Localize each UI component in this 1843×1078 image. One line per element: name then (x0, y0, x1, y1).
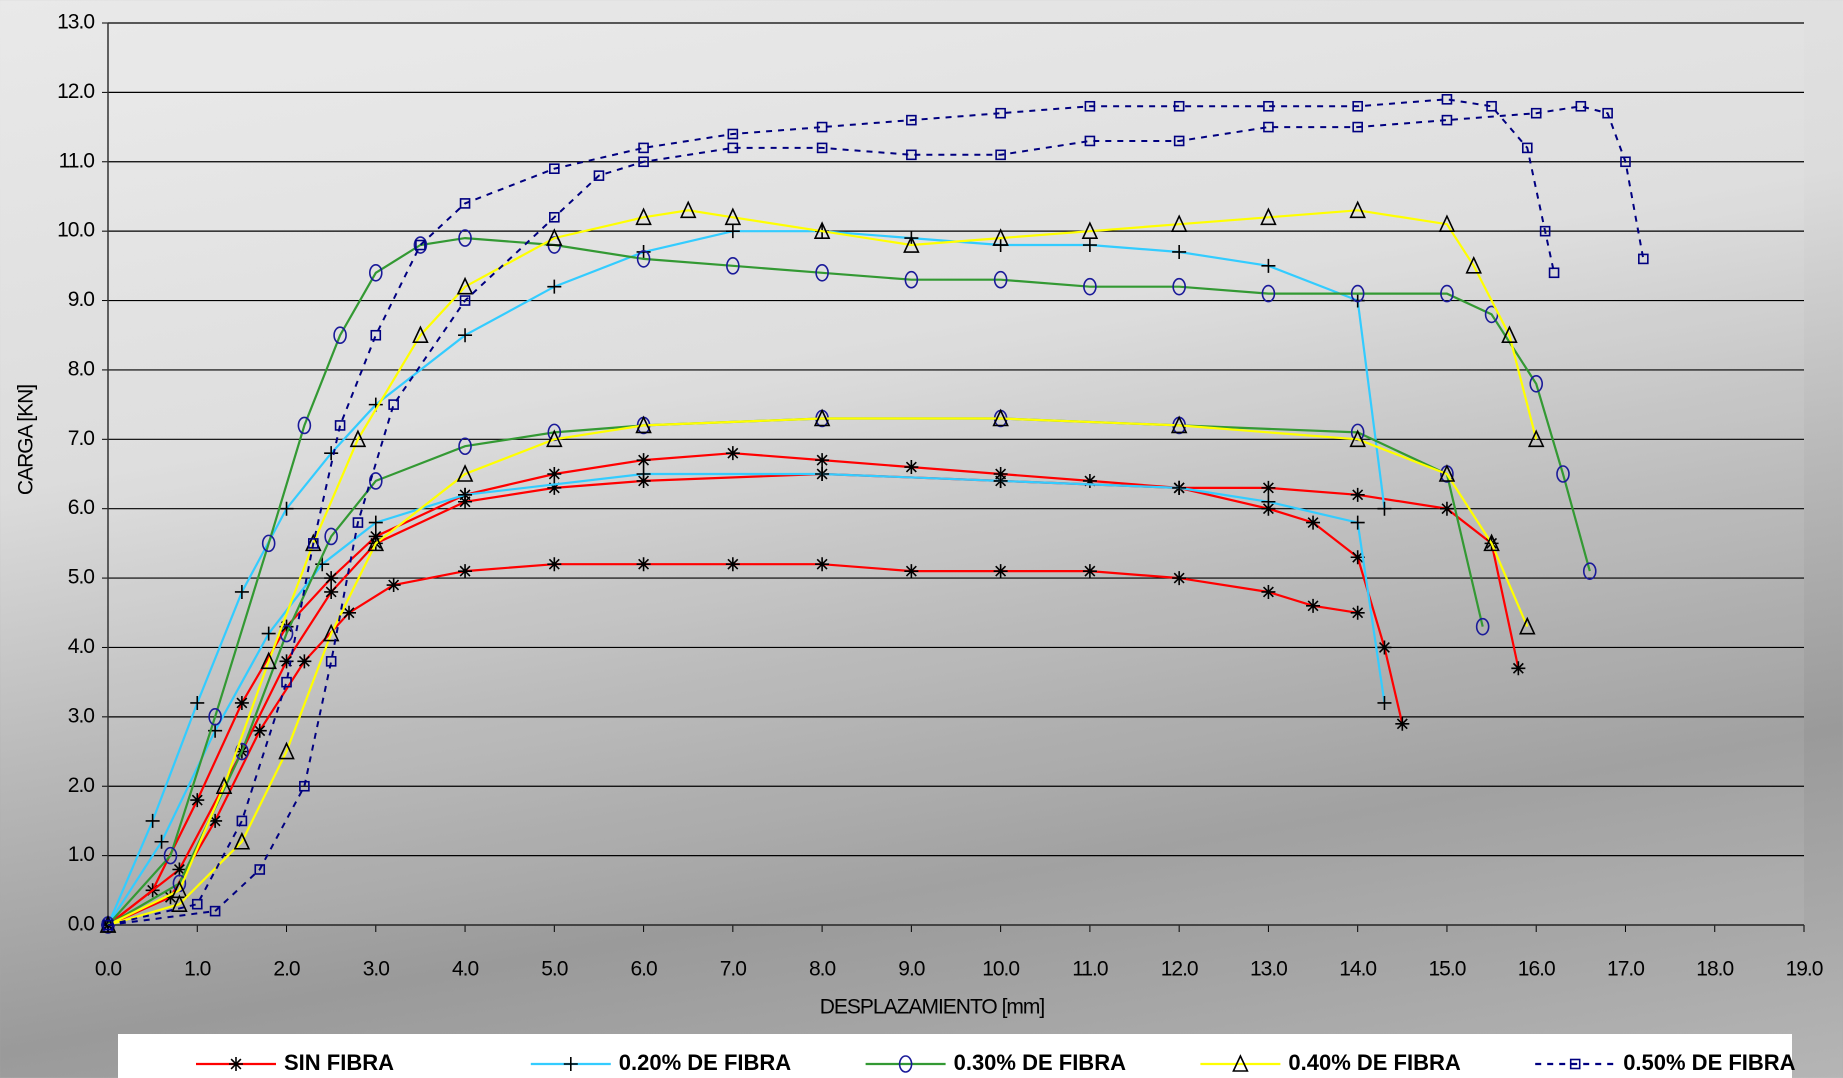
y-tick-label: 6.0 (68, 496, 95, 519)
marker (1261, 481, 1275, 495)
x-tick-label: 19.0 (1786, 958, 1823, 981)
x-tick-label: 16.0 (1518, 958, 1555, 981)
y-tick-label: 1.0 (68, 843, 95, 866)
x-tick-label: 10.0 (982, 958, 1019, 981)
x-tick-label: 11.0 (1072, 958, 1108, 981)
legend: SIN FIBRA 0.20% DE FIBRA 0.30% DE FIBRA 0.4… (118, 1034, 1796, 1078)
y-tick-label: 5.0 (68, 566, 95, 589)
y-tick-label: 12.0 (57, 80, 94, 103)
y-axis-label: CARGA [KN] (15, 385, 38, 495)
x-tick-label: 5.0 (541, 958, 568, 981)
y-tick-label: 7.0 (68, 427, 95, 450)
legend-label: SIN FIBRA (284, 1050, 394, 1075)
x-axis-label: DESPLAZAMIENTO [mm] (820, 996, 1045, 1019)
x-tick-label: 15.0 (1429, 958, 1466, 981)
x-tick-label: 1.0 (184, 958, 211, 981)
chart: CARGA [KN] DESPLAZAMIENTO [mm] 0.0 1.0 2.0… (0, 0, 1843, 1078)
y-tick-label: 11.0 (59, 149, 95, 172)
x-tick-label: 0.0 (95, 958, 122, 981)
y-tick-label: 4.0 (68, 635, 95, 658)
x-tick-label: 7.0 (720, 958, 747, 981)
x-tick-label: 2.0 (273, 958, 300, 981)
y-tick-label: 10.0 (57, 219, 94, 242)
x-tick-label: 13.0 (1250, 958, 1287, 981)
x-tick-label: 9.0 (898, 958, 925, 981)
y-tick-label: 9.0 (68, 288, 95, 311)
y-tick-label: 2.0 (68, 774, 95, 797)
plot-area (108, 23, 1804, 925)
legend-label: 0.40% DE FIBRA (1288, 1050, 1460, 1075)
x-tick-label: 4.0 (452, 958, 479, 981)
y-tick-label: 0.0 (68, 913, 95, 936)
y-tick-label: 8.0 (68, 357, 95, 380)
x-tick-label: 18.0 (1696, 958, 1733, 981)
x-tick-label: 17.0 (1607, 958, 1644, 981)
y-tick-label: 3.0 (68, 704, 95, 727)
page: CARGA [KN] DESPLAZAMIENTO [mm] 0.0 1.0 2.0… (0, 0, 1843, 1078)
x-tick-label: 6.0 (630, 958, 657, 981)
legend-label: 0.30% DE FIBRA (954, 1050, 1126, 1075)
y-tick-label: 13.0 (57, 11, 94, 34)
legend-label: 0.20% DE FIBRA (619, 1050, 791, 1075)
x-tick-label: 14.0 (1339, 958, 1376, 981)
legend-label: 0.50% DE FIBRA (1623, 1050, 1795, 1075)
x-tick-label: 12.0 (1161, 958, 1198, 981)
marker (229, 1057, 243, 1071)
x-tick-label: 3.0 (363, 958, 390, 981)
x-tick-label: 8.0 (809, 958, 836, 981)
